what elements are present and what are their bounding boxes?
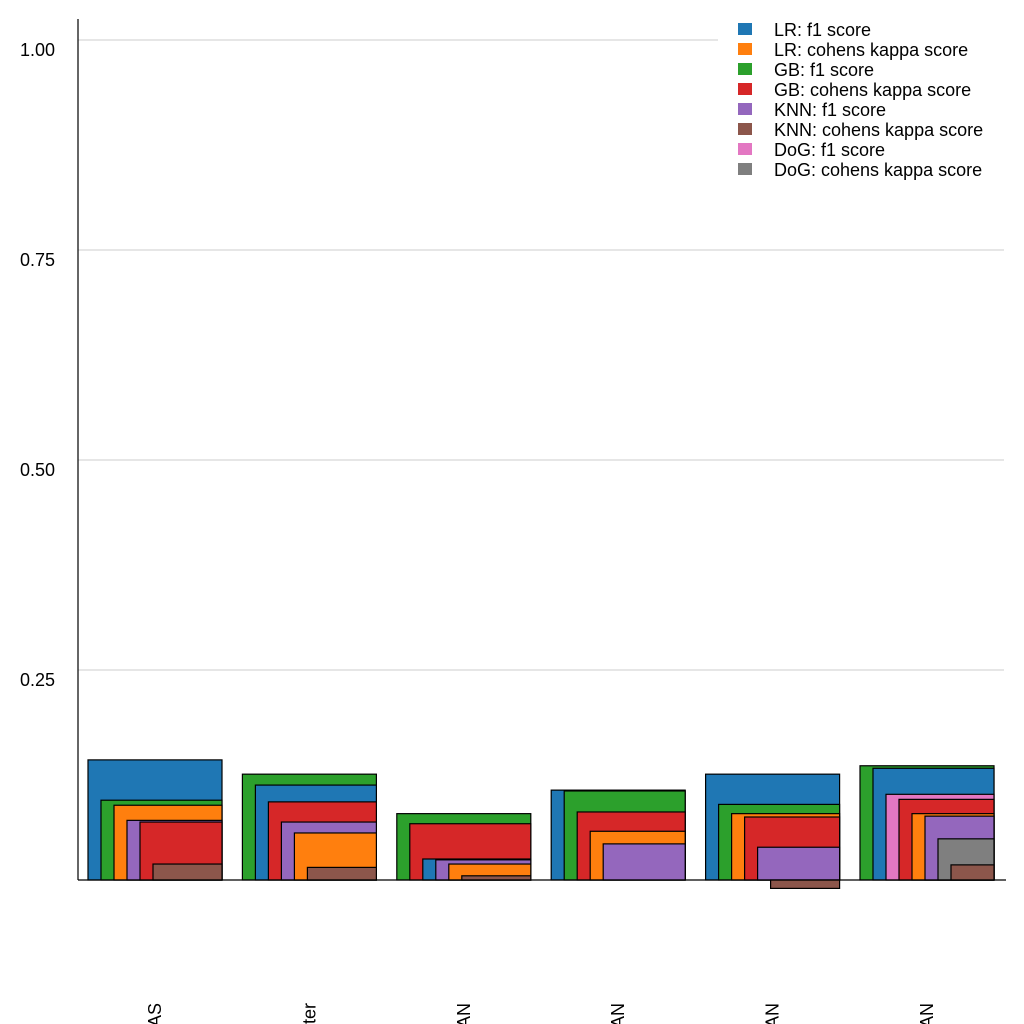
legend-label: DoG: cohens kappa score [774,160,982,180]
legend-item: KNN: cohens kappa score [738,120,983,140]
bar-knn-cohens-kappa-score [152,863,223,881]
legend-label: KNN: f1 score [774,100,886,120]
legend-item: KNN: f1 score [738,100,886,120]
legend-swatch [738,83,752,95]
bar-knn-cohens-kappa-score [306,866,377,881]
legend-item: LR: f1 score [738,20,871,40]
legend-item: GB: cohens kappa score [738,80,971,100]
x-category-label: Repeater [299,1003,319,1024]
bar-knn-cohens-kappa-score [461,875,532,881]
x-category-labels: ProWRAS Repeater GAN ctGAN CTAB-GAN convGAN [145,1003,937,1024]
bar-knn-f1-score [602,843,686,881]
legend-swatch [738,143,752,155]
legend-item: DoG: f1 score [738,140,885,160]
legend-swatch [738,63,752,75]
y-tick-label: 1.00 [20,40,55,60]
legend-label: GB: cohens kappa score [774,80,971,100]
y-tick-label: 0.75 [20,250,55,270]
x-category-label: CTAB-GAN [763,1003,783,1024]
legend-swatch [738,43,752,55]
y-tick-label: 0.50 [20,460,55,480]
bar-group-gan [396,813,532,881]
bar-knn-cohens-kappa-score [950,864,995,881]
legend-label: GB: f1 score [774,60,874,80]
bars [87,759,995,889]
legend-item: DoG: cohens kappa score [738,160,982,180]
bar-group-ctab-gan [704,773,841,889]
x-category-label: GAN [454,1003,474,1024]
x-category-label: convGAN [917,1003,937,1024]
axes [77,19,1006,881]
legend-swatch [738,123,752,135]
x-category-label: ProWRAS [145,1003,165,1024]
legend-label: DoG: f1 score [774,140,885,160]
legend-item: GB: f1 score [738,60,874,80]
legend-label: KNN: cohens kappa score [774,120,983,140]
legend-swatch [738,163,752,175]
bar-group-prowras [87,759,223,881]
bar-knn-f1-score [756,846,841,881]
legend-swatch [738,23,752,35]
y-tick-label: 0.25 [20,670,55,690]
y-tick-labels: 0.25 0.50 0.75 1.00 [20,40,55,690]
grid-lines [78,39,1004,671]
legend-swatch [738,103,752,115]
bar-knn-cohens-kappa-score [769,879,841,889]
legend-item: LR: cohens kappa score [738,40,968,60]
legend-label: LR: cohens kappa score [774,40,968,60]
bar-group-convgan [859,765,995,881]
x-category-label: ctGAN [608,1003,628,1024]
legend-label: LR: f1 score [774,20,871,40]
bar-group-ctgan [550,789,686,881]
bar-group-repeater [241,773,377,881]
